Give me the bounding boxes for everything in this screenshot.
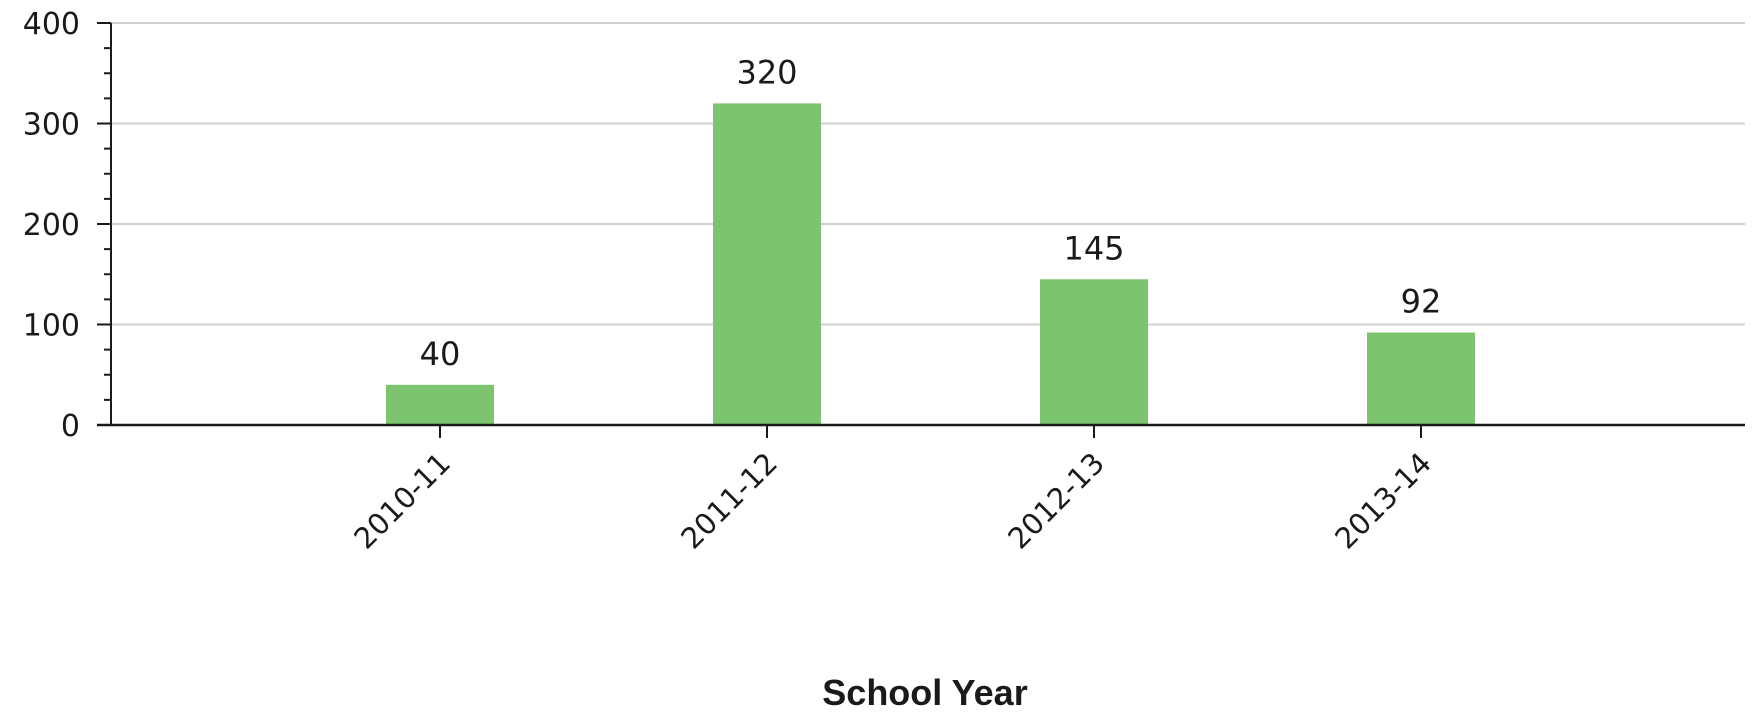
data-label: 145 — [1063, 229, 1124, 267]
x-tick-label: 2012-13 — [1001, 446, 1111, 556]
x-tick-label: 2011-12 — [674, 446, 784, 556]
y-tick-label: 200 — [23, 208, 80, 243]
x-axis-title: School Year — [822, 672, 1027, 713]
y-tick-label: 0 — [61, 409, 80, 444]
bars — [386, 103, 1475, 426]
x-tick-label: 2010-11 — [347, 446, 457, 556]
bar — [386, 384, 494, 425]
y-tick-label: 100 — [23, 309, 80, 344]
x-tick-label: 2013-14 — [1328, 446, 1438, 556]
axes — [97, 22, 1745, 438]
data-label: 40 — [420, 335, 461, 373]
data-label: 92 — [1401, 283, 1442, 321]
bar — [1367, 332, 1475, 425]
bar — [1040, 279, 1148, 425]
y-tick-label: 300 — [23, 108, 80, 143]
gridlines — [111, 22, 1745, 326]
data-label: 320 — [736, 53, 797, 91]
y-tick-label: 400 — [23, 7, 80, 42]
bar — [713, 103, 821, 426]
